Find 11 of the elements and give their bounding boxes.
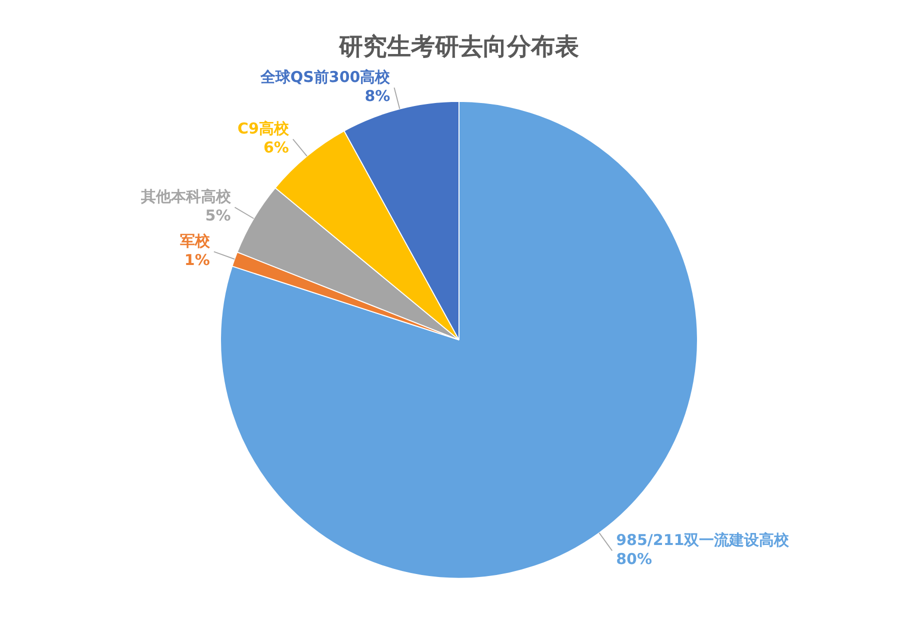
- slice-label: C9高校: [238, 120, 290, 138]
- slice-label: 军校: [180, 232, 211, 250]
- data-label: 6%: [263, 138, 289, 157]
- data-label: 80%: [616, 550, 652, 568]
- data-label: 1%: [184, 251, 210, 270]
- slice-label: 985/211双一流建设高校: [616, 531, 790, 550]
- slice-label: 全球QS前300高校: [259, 68, 392, 86]
- slice-label: 其他本科高校: [140, 188, 232, 206]
- chart-title: 研究生考研去向分布表: [338, 32, 579, 61]
- data-label: 5%: [205, 206, 231, 225]
- data-label: 8%: [364, 86, 390, 105]
